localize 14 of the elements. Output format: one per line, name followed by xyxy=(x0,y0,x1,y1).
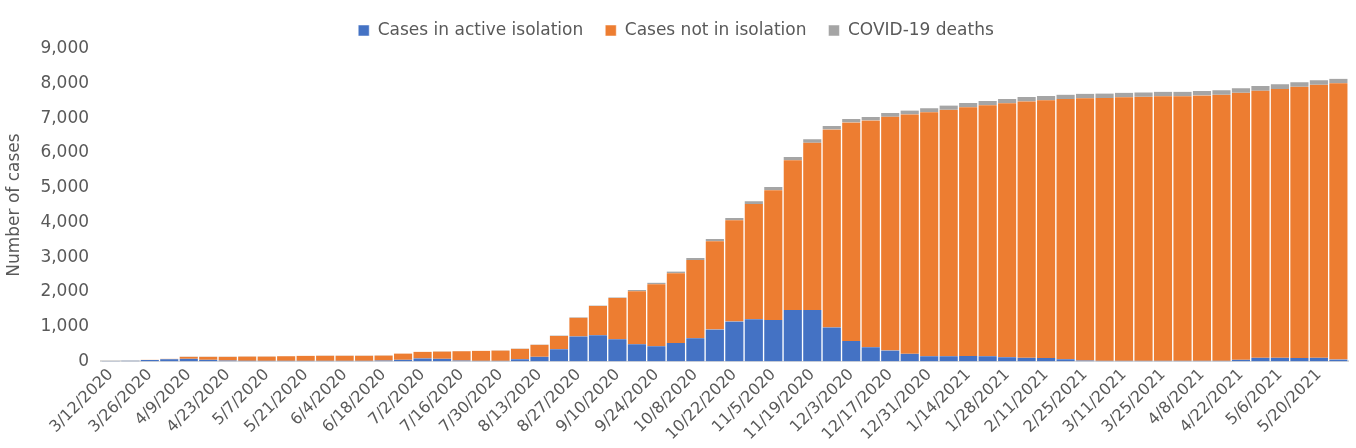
y-axis-title: Number of cases xyxy=(2,133,23,277)
legend-label: COVID-19 deaths xyxy=(847,18,994,39)
y-tick-label: 7,000 xyxy=(40,106,90,127)
y-tick-label: 6,000 xyxy=(40,141,90,162)
legend-label: Cases in active isolation xyxy=(377,18,584,39)
y-tick-label: 1,000 xyxy=(40,314,90,335)
y-tick-label: 5,000 xyxy=(40,176,90,197)
y-tick-label: 0 xyxy=(78,349,90,370)
y-tick-label: 4,000 xyxy=(40,210,90,231)
legend-label: Cases not in isolation xyxy=(624,18,807,39)
y-tick-label: 8,000 xyxy=(40,72,90,93)
y-tick-label: 2,000 xyxy=(40,280,90,301)
y-tick-label: 9,000 xyxy=(40,37,90,58)
y-tick-label: 3,000 xyxy=(40,245,90,266)
